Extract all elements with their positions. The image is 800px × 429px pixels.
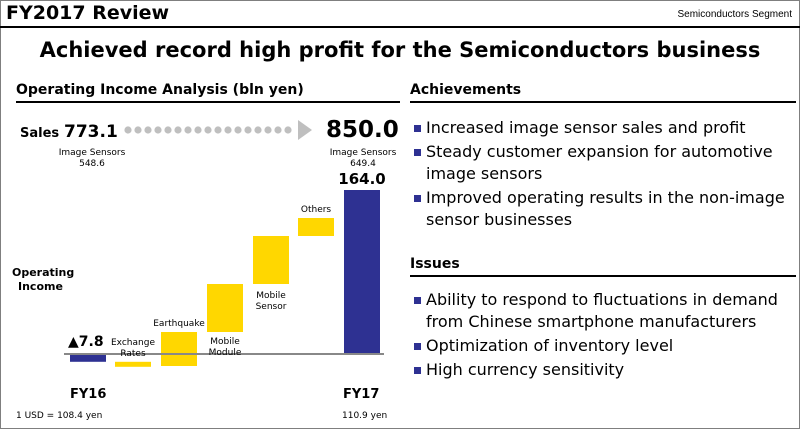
sales-fy17: 850.0 <box>326 117 399 143</box>
issues-title: Issues <box>410 256 796 277</box>
sales-label: Sales <box>20 126 59 141</box>
waterfall-bar-fy16 <box>70 354 106 362</box>
operating-income-label: Operating Income <box>12 266 78 293</box>
bullet-square-icon <box>414 125 421 132</box>
achievement-item: Increased image sensor sales and profit <box>414 117 798 139</box>
fy17-value-label: 164.0 <box>338 170 385 188</box>
bullet-square-icon <box>414 343 421 350</box>
step-label-mobile-module: Mobile Module <box>209 337 242 358</box>
arrow-dot <box>284 126 292 134</box>
arrow-dot <box>174 126 182 134</box>
arrow-dot <box>124 126 132 134</box>
image-sensors-label-fy16: Image Sensors <box>59 148 126 158</box>
step-label-others: Others <box>301 205 332 215</box>
arrow-dot <box>234 126 242 134</box>
step-label-others-line: Others <box>301 205 332 215</box>
fy16-value-label: ▲7.8 <box>68 334 104 350</box>
headline: Achieved record high profit for the Semi… <box>39 38 761 62</box>
waterfall-bar-mobile-sensor <box>253 236 289 284</box>
header-bar: FY2017 Review Semiconductors Segment <box>0 0 800 28</box>
bullet-square-icon <box>414 149 421 156</box>
step-label-mobile-sensor-line: Sensor <box>256 302 287 312</box>
waterfall-bar-others <box>298 218 334 236</box>
step-label-mobile-sensor-line: Mobile <box>256 291 286 301</box>
arrow-dot <box>134 126 142 134</box>
issue-item: High currency sensitivity <box>414 359 798 381</box>
arrow-dot <box>154 126 162 134</box>
waterfall-bar-fy17 <box>344 190 380 354</box>
waterfall-bar-earthquake <box>161 332 197 366</box>
image-sensors-label-fy17: Image Sensors <box>330 148 397 158</box>
step-label-exchange-rates-line: Exchange <box>111 338 155 348</box>
achievement-item: Steady customer expansion for automotive… <box>414 141 798 185</box>
slide-title: FY2017 Review <box>6 2 170 24</box>
arrow-head-icon <box>298 120 312 140</box>
waterfall-bar-exchange-rates <box>115 361 151 367</box>
arrow-dot <box>244 126 252 134</box>
chart-section-title: Operating Income Analysis (bln yen) <box>16 82 400 103</box>
arrow-dot <box>164 126 172 134</box>
step-label-mobile-module-line: Module <box>209 348 242 358</box>
fy17-axis-label: FY17 <box>343 387 379 402</box>
arrow-dot <box>184 126 192 134</box>
arrow-dot <box>144 126 152 134</box>
operating-income-label-line-1: Operating <box>12 266 74 279</box>
achievements-list: Increased image sensor sales and profit … <box>414 117 798 233</box>
achievement-item: Improved operating results in the non-im… <box>414 187 798 231</box>
arrow-dot <box>274 126 282 134</box>
issues-list: Ability to respond to fluctuations in de… <box>414 289 798 383</box>
image-sensors-fy17: 649.4 <box>350 159 376 169</box>
bullet-square-icon <box>414 195 421 202</box>
step-label-earthquake-line: Earthquake <box>153 319 205 329</box>
image-sensors-fy16: 548.6 <box>79 159 105 169</box>
step-label-exchange-rates-line: Rates <box>120 349 146 359</box>
issue-item: Ability to respond to fluctuations in de… <box>414 289 798 333</box>
bullet-square-icon <box>414 297 421 304</box>
sales-arrow-icon <box>124 126 292 134</box>
fx-rate-fy17: 110.9 yen <box>342 411 387 421</box>
sales-fy16: 773.1 <box>64 122 118 142</box>
arrow-dot <box>194 126 202 134</box>
arrow-dot <box>204 126 212 134</box>
issue-item: Optimization of inventory level <box>414 335 798 357</box>
achievements-title: Achievements <box>410 82 796 103</box>
fy16-axis-label: FY16 <box>70 387 106 402</box>
step-label-mobile-module-line: Mobile <box>210 337 240 347</box>
arrow-dot <box>224 126 232 134</box>
step-label-earthquake: Earthquake <box>153 319 205 329</box>
step-label-mobile-sensor: Mobile Sensor <box>256 291 287 312</box>
segment-label: Semiconductors Segment <box>677 9 792 20</box>
arrow-dot <box>264 126 272 134</box>
arrow-dot <box>214 126 222 134</box>
fx-rate-fy16: 1 USD = 108.4 yen <box>16 411 102 421</box>
waterfall-bar-mobile-module <box>207 284 243 332</box>
step-label-exchange-rates: Exchange Rates <box>111 338 155 359</box>
operating-income-label-line-2: Income <box>18 280 63 293</box>
arrow-dot <box>254 126 262 134</box>
waterfall-bars <box>70 190 380 367</box>
bullet-square-icon <box>414 367 421 374</box>
